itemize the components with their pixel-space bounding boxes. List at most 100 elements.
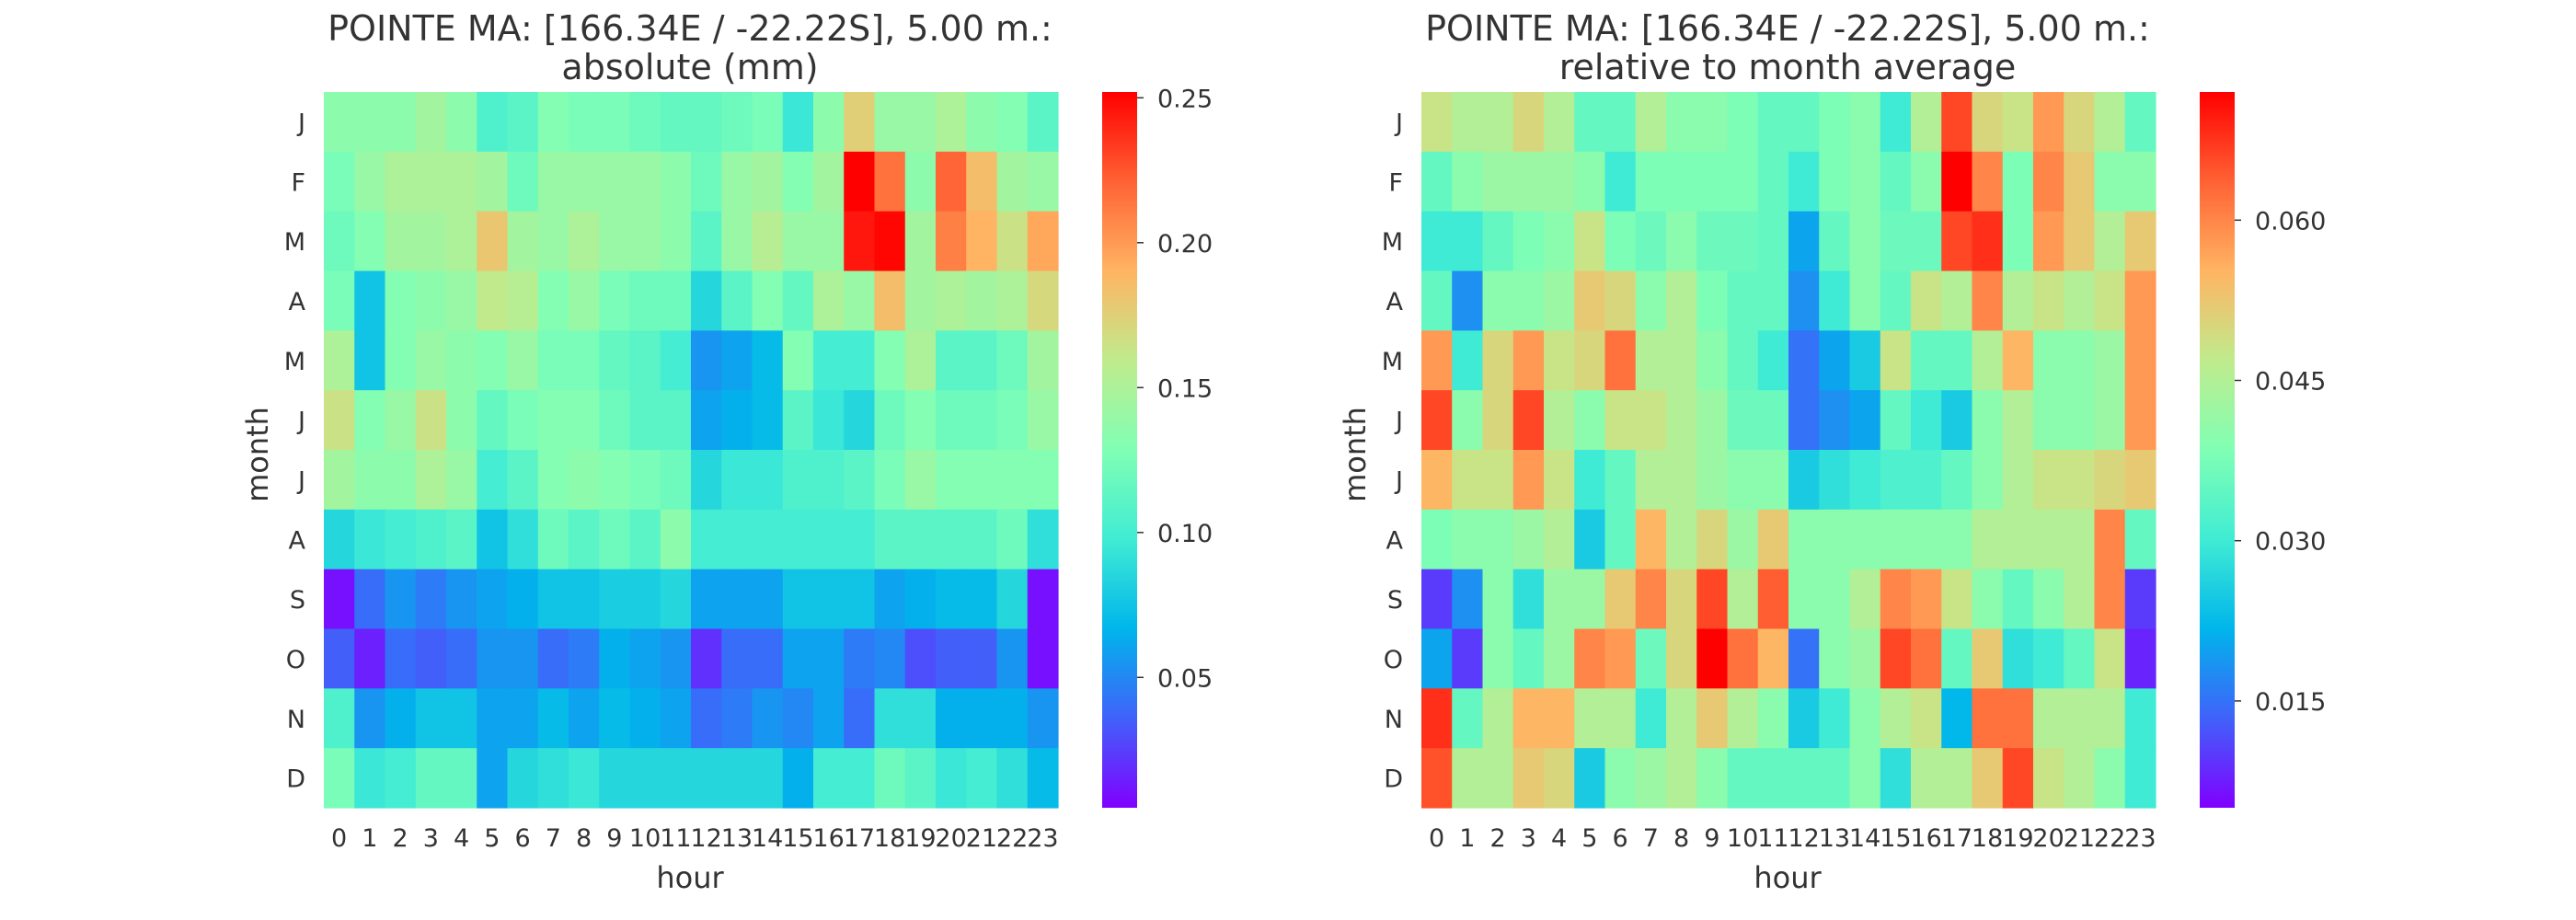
heatmap-cell	[1972, 151, 2004, 213]
heatmap-cell	[1666, 748, 1697, 809]
hour-tick-label: 8	[576, 824, 592, 853]
heatmap-cell	[629, 628, 661, 689]
heatmap-cell	[1027, 748, 1059, 809]
colorbar	[2200, 92, 2235, 808]
heatmap-cell	[2094, 92, 2126, 153]
heatmap-cell	[415, 628, 447, 689]
heatmap-cell	[1421, 748, 1453, 809]
heatmap-cell	[2002, 270, 2034, 331]
heatmap-cell	[874, 211, 906, 272]
hour-tick-label: 4	[454, 824, 469, 853]
heatmap-cell	[1666, 151, 1697, 213]
heatmap-cell	[1757, 390, 1789, 451]
heatmap-cell	[1574, 270, 1606, 331]
heatmap-cell	[2064, 211, 2096, 272]
heatmap-cell	[477, 390, 509, 451]
heatmap-cell	[2124, 450, 2156, 511]
heatmap-cell	[2094, 211, 2126, 272]
heatmap-cell	[966, 270, 998, 331]
heatmap-cell	[1635, 330, 1667, 391]
heatmap-cell	[1574, 151, 1606, 213]
heatmap-cell	[569, 330, 600, 391]
heatmap-cell	[844, 569, 876, 630]
heatmap-cell	[996, 569, 1029, 630]
heatmap-cell	[354, 270, 386, 331]
hour-tick-label: 17	[1941, 824, 1972, 853]
heatmap-cell	[996, 92, 1029, 153]
heatmap-cell	[1421, 330, 1453, 391]
hour-tick-label: 15	[782, 824, 813, 853]
heatmap-cell	[813, 628, 845, 689]
heatmap-cell	[1512, 628, 1545, 689]
heatmap-cell	[537, 688, 569, 749]
heatmap-cell	[1727, 211, 1759, 272]
heatmap-cell	[2094, 151, 2126, 213]
heatmap-cell	[324, 330, 355, 391]
heatmap-cell	[844, 509, 876, 570]
hour-tick-label: 20	[2032, 824, 2064, 853]
heatmap-cell	[966, 211, 998, 272]
heatmap-cell	[1757, 748, 1789, 809]
heatmap-cell	[1027, 92, 1059, 153]
hour-tick-label: 14	[1849, 824, 1880, 853]
hour-tick-label: 11	[660, 824, 691, 853]
heatmap-cell	[1452, 450, 1484, 511]
heatmap-cell	[385, 450, 417, 511]
heatmap-cell	[1604, 151, 1637, 213]
heatmap-cell	[966, 628, 998, 689]
heatmap-cell	[324, 390, 355, 451]
heatmap-cell	[415, 569, 447, 630]
heatmap-cell	[2064, 748, 2096, 809]
heatmap-cell	[1604, 270, 1637, 331]
month-tick-label: N	[1385, 706, 1403, 734]
heatmap-cell	[874, 509, 906, 570]
heatmap-cell	[2064, 569, 2096, 630]
hour-tick-label: 13	[721, 824, 753, 853]
heatmap-cell	[1512, 92, 1545, 153]
colorbar-tick-label: 0.20	[1157, 230, 1213, 259]
heatmap-cell	[1482, 748, 1514, 809]
heatmap-cell	[996, 748, 1029, 809]
heatmap-cell	[1635, 92, 1667, 153]
colorbar-tick-label: 0.045	[2255, 368, 2326, 397]
heatmap-cell	[477, 509, 509, 570]
heatmap-cell	[537, 509, 569, 570]
heatmap-cell	[354, 688, 386, 749]
hour-tick-label: 2	[393, 824, 408, 853]
heatmap-cell	[1512, 330, 1545, 391]
heatmap-cell	[354, 211, 386, 272]
heatmap-cell	[844, 450, 876, 511]
heatmap-cell	[936, 628, 967, 689]
heatmap-cell	[1941, 688, 1973, 749]
heatmap-cell	[1727, 688, 1759, 749]
heatmap-cell	[1757, 688, 1789, 749]
heatmap-cell	[1666, 330, 1697, 391]
heatmap-cell	[1452, 390, 1484, 451]
heatmap-cell	[1880, 450, 1912, 511]
heatmap-cell	[752, 270, 784, 331]
heatmap-cell	[1027, 330, 1059, 391]
heatmap-cell	[904, 390, 937, 451]
heatmap-cell	[1512, 688, 1545, 749]
heatmap-cell	[904, 748, 937, 809]
heatmap-panel-relative: POINTE MA: [166.34E / -22.22S], 5.00 m.:…	[1338, 8, 2326, 895]
heatmap-cell	[844, 92, 876, 153]
heatmap-cell	[354, 450, 386, 511]
colorbar	[1102, 92, 1137, 808]
heatmap-cell	[2124, 748, 2156, 809]
hour-tick-label: 18	[874, 824, 905, 853]
heatmap-cell	[1452, 569, 1484, 630]
heatmap-cell	[966, 151, 998, 213]
heatmap-cell	[1911, 509, 1942, 570]
heatmap-cell	[1880, 151, 1912, 213]
heatmap-cell	[1941, 569, 1973, 630]
heatmap-cell	[1574, 748, 1606, 809]
month-tick-label: D	[286, 765, 305, 794]
heatmap-cell	[721, 628, 753, 689]
heatmap-cell	[1421, 211, 1453, 272]
heatmap-cell	[415, 92, 447, 153]
hour-tick-label: 7	[1643, 824, 1659, 853]
heatmap-cell	[1880, 569, 1912, 630]
heatmap-cell	[1696, 569, 1729, 630]
heatmap-cell	[537, 92, 569, 153]
